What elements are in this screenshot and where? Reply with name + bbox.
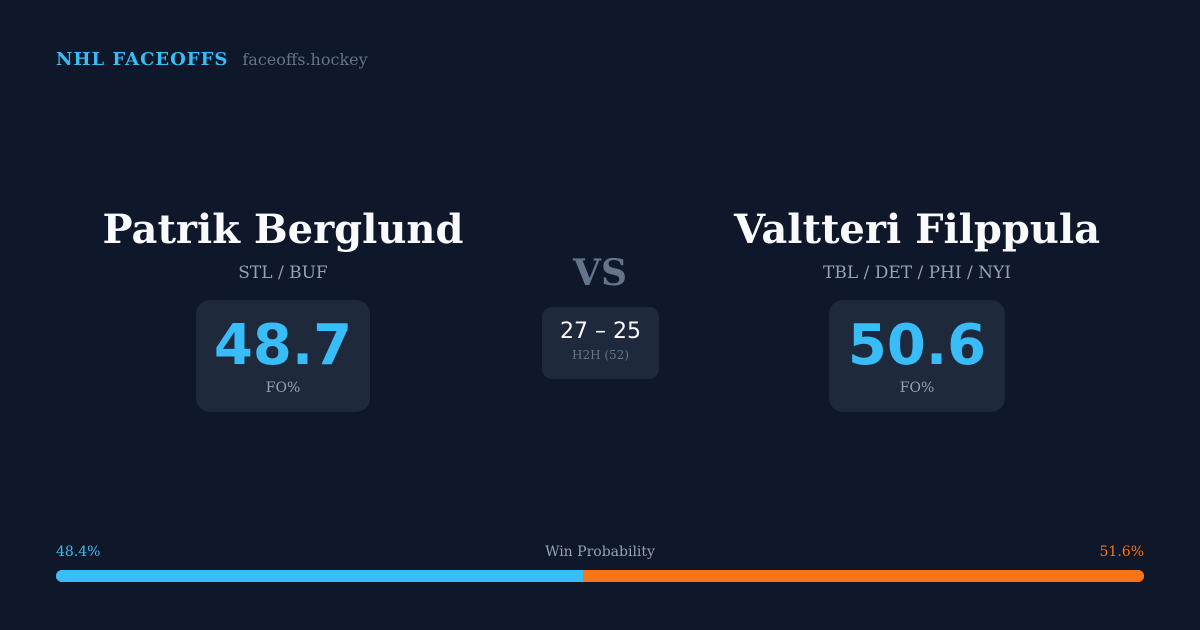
- win-prob-bar-left: [56, 570, 583, 582]
- vs-label: VS: [573, 252, 627, 294]
- h2h-card: 27 – 25 H2H (52): [542, 307, 659, 379]
- player-name: Valtteri Filppula: [734, 206, 1100, 253]
- brand-title: NHL FACEOFFS: [56, 49, 229, 70]
- player-teams: STL / BUF: [238, 263, 328, 283]
- win-prob-bar: [56, 570, 1144, 582]
- h2h-score: 27 – 25: [560, 319, 641, 344]
- fo-card: 48.7 FO%: [196, 300, 370, 412]
- player-right: Valtteri Filppula TBL / DET / PHI / NYI …: [667, 206, 1167, 412]
- fo-pct-label: FO%: [265, 380, 301, 396]
- fo-pct-value: 50.6: [847, 313, 987, 378]
- h2h-count: H2H (52): [571, 348, 629, 362]
- brand: NHL FACEOFFS faceoffs.hockey: [56, 49, 368, 70]
- fo-pct-value: 48.7: [213, 313, 353, 378]
- player-left: Patrik Berglund STL / BUF 48.7 FO%: [33, 206, 533, 412]
- brand-url: faceoffs.hockey: [242, 50, 368, 69]
- win-prob-left: 48.4%: [56, 544, 101, 560]
- win-prob-label: Win Probability: [545, 544, 655, 560]
- fo-card: 50.6 FO%: [829, 300, 1005, 412]
- fo-pct-label: FO%: [899, 380, 935, 396]
- player-teams: TBL / DET / PHI / NYI: [823, 263, 1011, 283]
- win-prob-right: 51.6%: [1099, 544, 1144, 560]
- player-name: Patrik Berglund: [102, 206, 464, 253]
- win-prob-bar-right: [582, 570, 1144, 582]
